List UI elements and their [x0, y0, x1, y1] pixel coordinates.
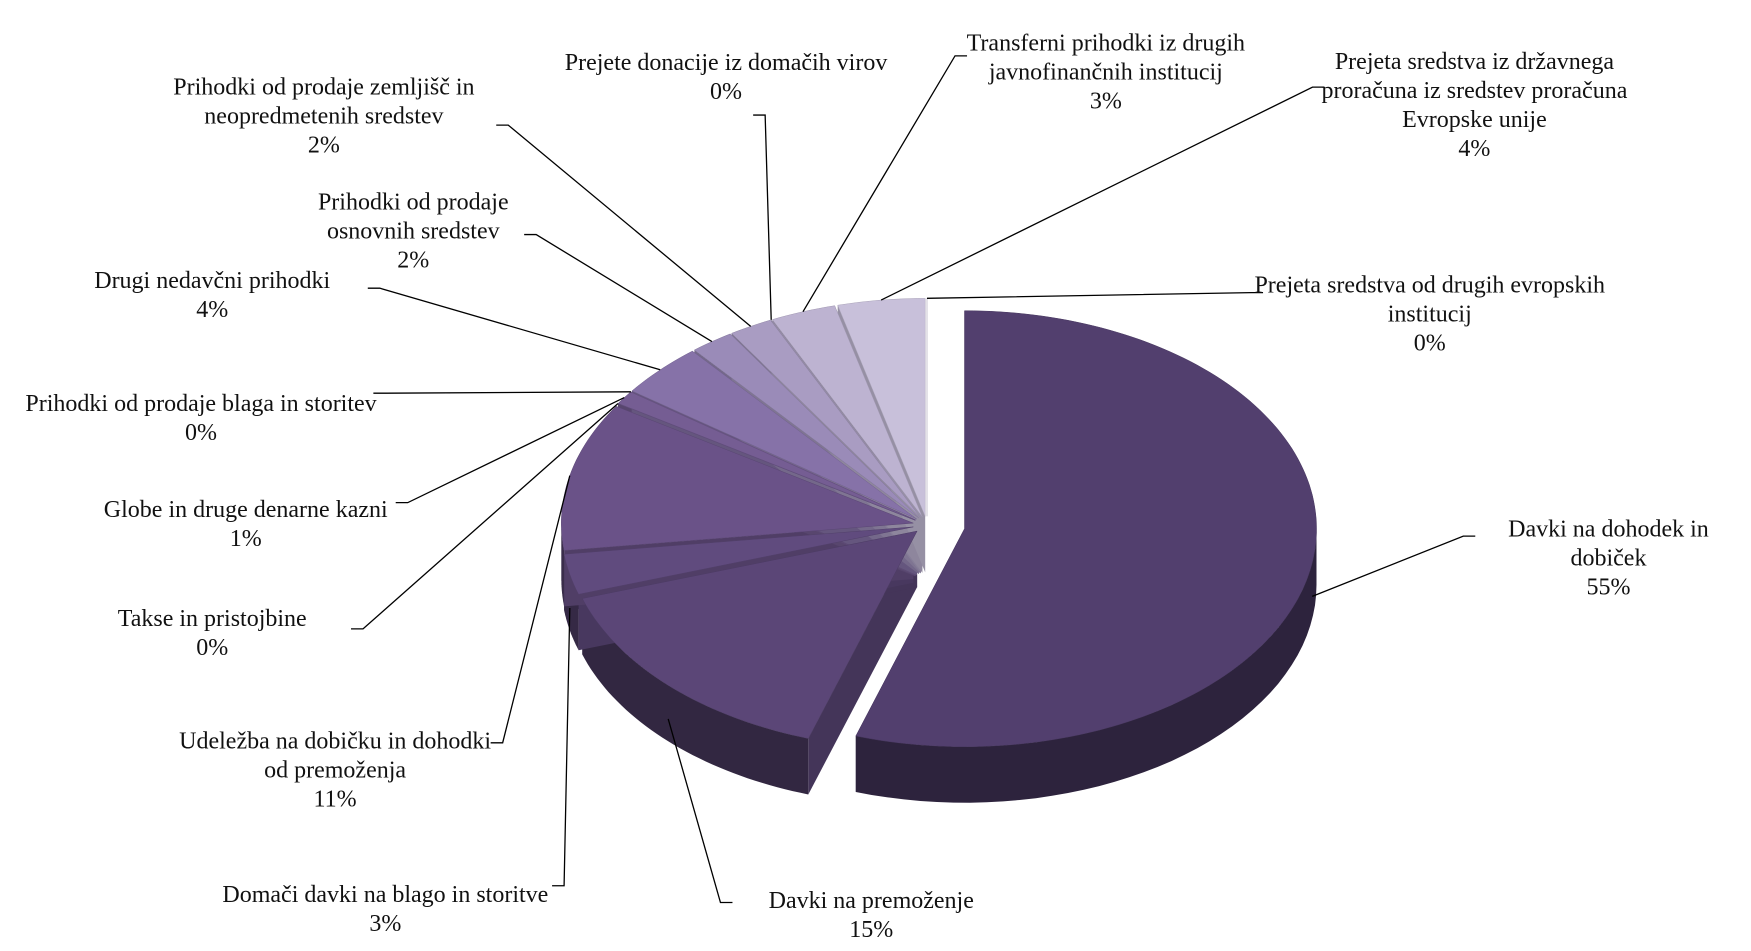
slice-value-label: 2% — [307, 132, 340, 159]
slice-value-label: 11% — [313, 786, 357, 813]
slice-wall — [855, 528, 1317, 803]
slice-side — [808, 531, 918, 795]
slice-label: Prihodki od prodaje zemljišč in neopredm… — [134, 74, 514, 161]
slice-wall — [582, 598, 809, 795]
leader-line — [351, 403, 619, 630]
slice — [631, 350, 917, 520]
leader-line — [496, 124, 752, 327]
leader-line — [367, 287, 661, 371]
slice-label: Davki na dohodek in dobiček 55% — [1469, 515, 1748, 602]
slice-label: Prihodki od prodaje osnovnih sredstev 2% — [279, 189, 547, 276]
leader-line — [880, 86, 1325, 301]
slice-label: Takse in pristojbine 0% — [73, 605, 352, 663]
slice — [855, 310, 1317, 747]
slice — [563, 526, 914, 595]
slice-label: Drugi nedavčni prihodki 4% — [45, 267, 380, 325]
slice-name: Transferni prihodki iz drugih javnofinan… — [966, 30, 1246, 86]
slice-wall — [561, 523, 565, 607]
slice-value-label: 1% — [229, 525, 262, 552]
slice-name: Prejete donacije iz domačih virov — [564, 50, 888, 77]
slice-name: Udeležba na dobičku in dohodki od premož… — [179, 728, 492, 784]
slice-name: Prihodki od prodaje zemljišč in neopredm… — [173, 74, 475, 130]
leader-line — [490, 475, 571, 744]
slice-label: Globe in druge denarne kazni 1% — [84, 496, 408, 554]
slice-name: Prihodki od prodaje osnovnih sredstev — [317, 189, 509, 245]
slice-value-label: 2% — [397, 247, 430, 274]
slice-value-label: 15% — [849, 916, 894, 943]
slice — [581, 530, 918, 739]
slice-value-label: 0% — [185, 419, 218, 446]
slice-value-label: 55% — [1586, 574, 1631, 600]
leader-line — [802, 55, 968, 313]
slice-value-label: 4% — [196, 297, 229, 323]
slice-label: Prejeta sredstva iz državnega proračuna … — [1312, 48, 1636, 164]
slice-value-label: 3% — [1089, 88, 1122, 115]
slice-label: Transferni prihodki iz drugih javnofinan… — [955, 29, 1257, 116]
slice-value-label: 0% — [1413, 330, 1446, 357]
leader-line — [552, 607, 571, 887]
leader-line — [524, 233, 713, 343]
slice-label: Prejeta sredstva od drugih evropskih ins… — [1251, 271, 1608, 358]
leader-line — [667, 718, 733, 904]
slice-value-label: 0% — [196, 635, 229, 662]
slice-value-label: 4% — [1458, 136, 1491, 163]
slice-label: Domači davki na blago in storitve 3% — [212, 881, 558, 939]
leader-line — [1311, 535, 1476, 598]
slice-name: Takse in pristojbine — [117, 606, 307, 633]
leader-line — [395, 397, 625, 504]
slice-name: Drugi nedavčni prihodki — [94, 268, 331, 294]
slice-name: Prihodki od prodaje blaga in storitev — [25, 390, 377, 417]
slice-value-label: 3% — [369, 911, 402, 938]
leader-line — [373, 391, 631, 394]
leader-line — [926, 292, 1264, 299]
leader-line — [753, 114, 772, 320]
slice-label: Prihodki od prodaje blaga in storitev 0% — [11, 390, 391, 448]
slice-value-label: 0% — [710, 79, 743, 106]
slice-label: Udeležba na dobičku in dohodki od premož… — [173, 727, 497, 814]
slice-label: Davki na premoženje 15% — [720, 887, 1022, 945]
slice-name: Globe in druge denarne kazni — [103, 496, 388, 523]
slice-label: Prejete donacije iz domačih virov 0% — [542, 49, 911, 107]
slice-name: Prejeta sredstva od drugih evropskih ins… — [1254, 272, 1606, 328]
slice-name: Davki na dohodek in dobiček — [1508, 516, 1709, 571]
slice-name: Davki na premoženje — [768, 887, 974, 914]
slice-name: Prejeta sredstva iz državnega proračuna … — [1321, 49, 1628, 134]
slice-name: Domači davki na blago in storitve — [222, 882, 549, 909]
